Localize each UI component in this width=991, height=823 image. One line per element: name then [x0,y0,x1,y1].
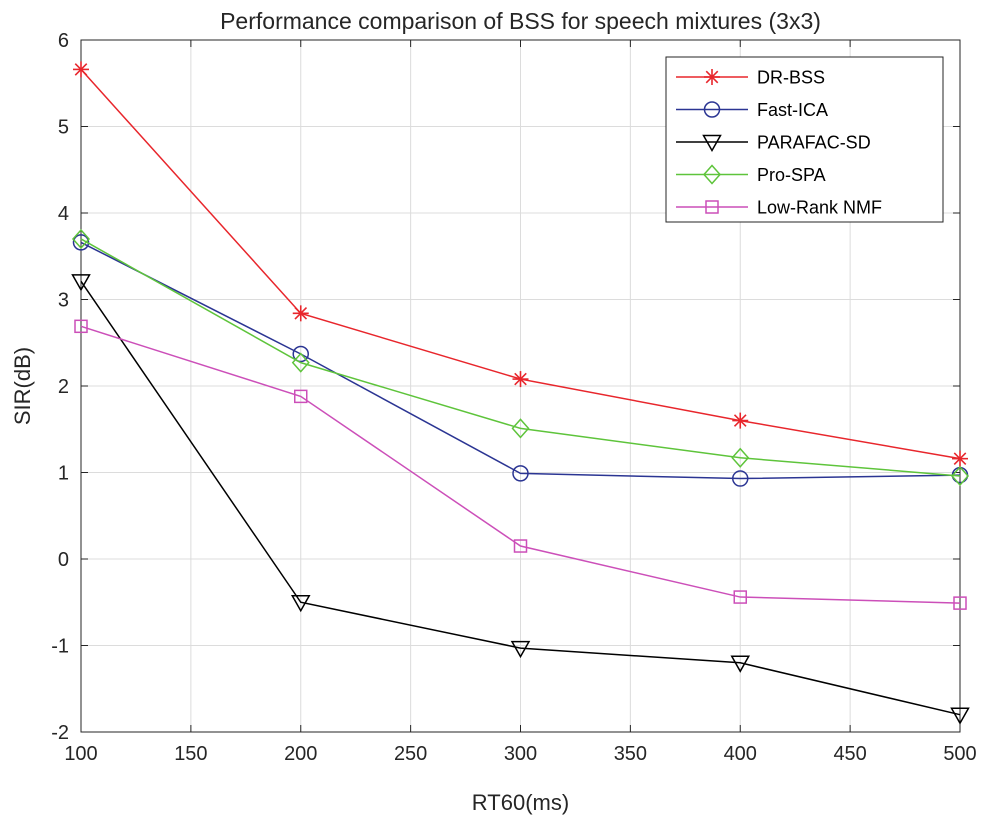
data-point-parafac-sd [290,595,311,613]
y-axis-label: SIR(dB) [10,347,35,425]
legend-marker [702,134,722,153]
series-line-fast-ica [80,241,961,480]
x-tick-label: 100 [64,743,97,765]
series-low-rank-nmf [74,319,967,610]
series-pro-spa [71,228,970,487]
data-point-pro-spa [511,418,530,439]
x-tick-label: 200 [284,743,317,765]
data-point-dr-bss [512,371,529,388]
data-point-parafac-sd [71,274,91,292]
data-point-dr-bss [73,61,89,78]
data-point-fast-ica [512,465,529,482]
legend-label: PARAFAC-SD [757,133,871,153]
data-point-low-rank-nmf [74,319,88,334]
data-point-parafac-sd [950,707,970,725]
y-tick-label: 0 [58,549,69,571]
legend-item-parafac-sd[interactable]: PARAFAC-SD [676,133,871,153]
data-point-pro-spa [291,352,310,373]
x-tick-label: 300 [504,743,537,765]
legend-label: Pro-SPA [757,165,826,185]
legend-marker [705,200,719,214]
series-line-low-rank-nmf [80,325,961,604]
y-tick-label: 5 [58,117,69,139]
data-point-fast-ica [732,470,749,487]
data-point-pro-spa [950,465,970,487]
series-line-pro-spa [80,238,961,477]
legend-marker [704,69,720,85]
data-point-low-rank-nmf [513,539,528,553]
data-point-fast-ica [292,345,309,363]
legend-label: Fast-ICA [757,100,828,120]
data-point-pro-spa [71,228,91,250]
legend-item-dr-bss[interactable]: DR-BSS [676,68,825,88]
data-point-dr-bss [732,412,749,429]
data-point-parafac-sd [730,655,751,673]
y-tick-label: 6 [58,30,69,52]
series-dr-bss [73,61,968,467]
legend-label: Low-Rank NMF [757,198,882,218]
x-tick-label: 350 [614,743,647,765]
data-point-parafac-sd [510,640,531,659]
legend-marker [702,164,722,185]
data-point-dr-bss [292,305,309,322]
legend-item-pro-spa[interactable]: Pro-SPA [676,164,826,185]
y-tick-label: 1 [58,463,69,485]
x-tick-label: 150 [174,743,207,765]
legend[interactable]: DR-BSS Fast-ICA PARAFAC-SD Pro-SPA Low-Rank … [665,56,944,223]
y-tick-label: 2 [58,376,69,398]
legend-marker [703,101,721,118]
data-point-dr-bss [952,450,968,467]
legend-item-low-rank-nmf[interactable]: Low-Rank NMF [676,198,882,218]
series-layer [71,61,970,725]
data-point-low-rank-nmf [953,596,967,610]
ticks: 100 150 200 250 300 350 400 450 500 -2 -1 0 1 2 3 4 5 6 [51,30,976,765]
series-line-parafac-sd [80,280,961,716]
y-tick-label: 3 [58,290,69,312]
legend-label: DR-BSS [757,68,825,88]
chart-title: Performance comparison of BSS for speech… [220,8,821,34]
data-point-low-rank-nmf [733,590,747,604]
x-axis-label: RT60(ms) [472,790,569,815]
legend-item-fast-ica[interactable]: Fast-ICA [676,100,828,120]
series-parafac-sd [71,274,970,725]
x-tick-label: 450 [833,743,866,765]
y-tick-label: 4 [58,203,69,225]
x-tick-label: 500 [943,743,976,765]
data-point-low-rank-nmf [294,389,308,404]
x-tick-label: 250 [394,743,427,765]
y-tick-label: -2 [51,722,69,744]
x-tick-label: 400 [724,743,757,765]
data-point-pro-spa [731,447,750,468]
y-tick-label: -1 [51,636,69,658]
